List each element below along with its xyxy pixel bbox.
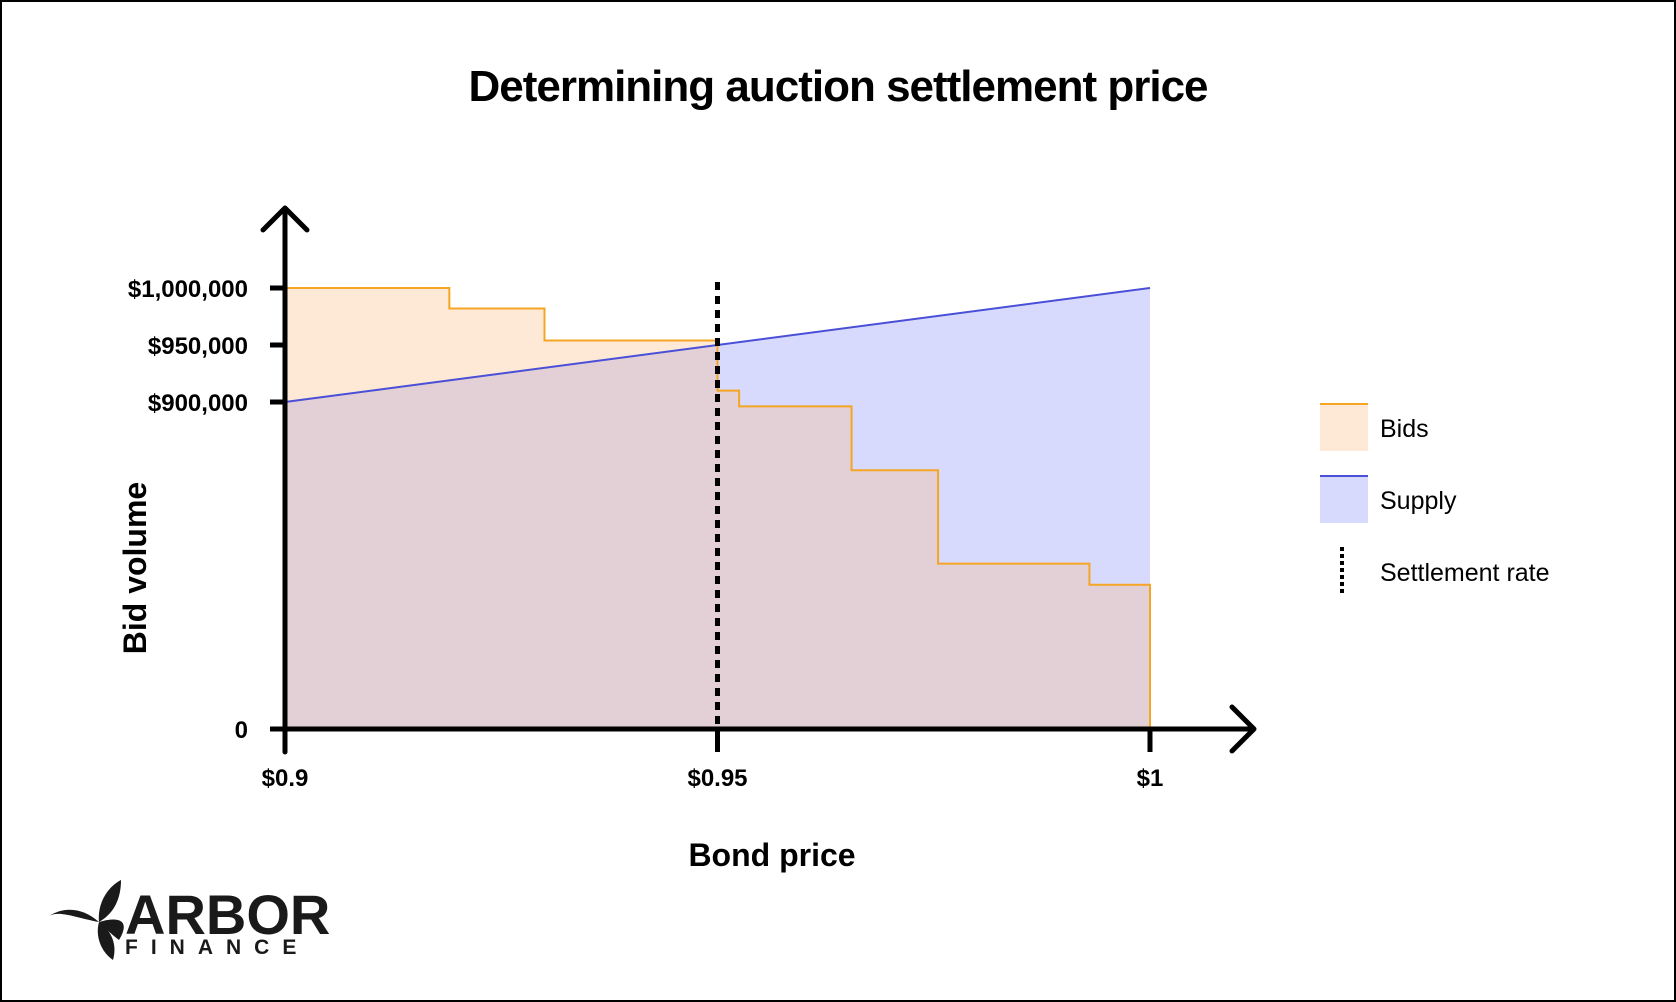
- legend-swatch: [1320, 475, 1368, 523]
- y-tick-label: 0: [235, 717, 248, 744]
- arbor-finance-logo: ARBOR FINANCE: [49, 880, 330, 960]
- x-tick-label: $1: [1137, 765, 1164, 792]
- x-tick-label: $0.95: [687, 765, 747, 792]
- x-axis-arrow-icon: [1229, 704, 1257, 754]
- y-axis-arrow-icon: [260, 205, 310, 233]
- legend-swatch: [1320, 403, 1368, 451]
- leaf-icon: [49, 880, 124, 960]
- legend-label: Bids: [1380, 415, 1429, 443]
- legend-bids: Bids: [1320, 403, 1429, 451]
- legend-supply: Supply: [1320, 475, 1457, 523]
- y-tick-label: $950,000: [148, 333, 248, 360]
- logo-subword: FINANCE: [125, 936, 309, 959]
- legend-label: Supply: [1380, 487, 1457, 515]
- legend-settlement: Settlement rate: [1340, 547, 1550, 595]
- legend-label: Settlement rate: [1380, 559, 1550, 587]
- y-tick-label: $900,000: [148, 390, 248, 417]
- y-tick-label: $1,000,000: [128, 276, 248, 303]
- logo-wordmark: ARBOR: [125, 883, 330, 946]
- x-tick-label: $0.9: [262, 765, 309, 792]
- y-axis-title: Bid volume: [117, 482, 153, 654]
- chart-title: Determining auction settlement price: [468, 62, 1208, 111]
- x-axis-title: Bond price: [688, 837, 855, 873]
- bids-line: [285, 287, 1151, 729]
- legend: Bids Supply Settlement rate: [1320, 403, 1550, 595]
